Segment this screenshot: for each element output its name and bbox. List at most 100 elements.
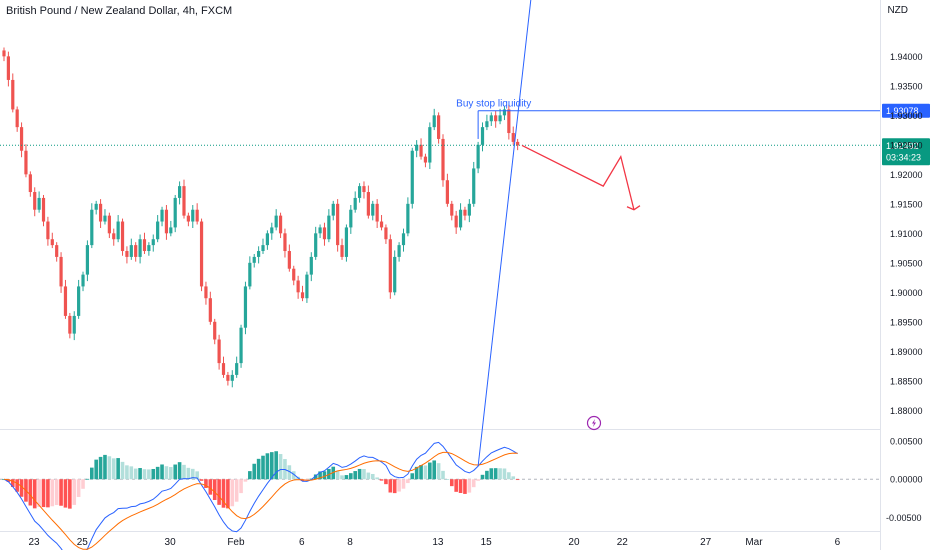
candle[interactable]: [85, 240, 90, 282]
candle[interactable]: [432, 108, 436, 131]
candle[interactable]: [257, 246, 261, 264]
candle[interactable]: [305, 271, 309, 303]
candle[interactable]: [98, 199, 103, 229]
candle[interactable]: [283, 228, 287, 258]
candle[interactable]: [415, 140, 419, 158]
candle[interactable]: [112, 228, 116, 246]
candle[interactable]: [63, 279, 68, 319]
candle[interactable]: [502, 106, 507, 121]
candle[interactable]: [252, 253, 256, 268]
candle[interactable]: [90, 203, 94, 249]
candle[interactable]: [437, 112, 441, 144]
candle[interactable]: [46, 216, 50, 246]
candle[interactable]: [397, 242, 401, 262]
candle[interactable]: [353, 191, 357, 213]
candle[interactable]: [454, 210, 458, 234]
candle[interactable]: [33, 187, 37, 217]
candle[interactable]: [388, 234, 392, 299]
candle[interactable]: [423, 153, 428, 168]
candle[interactable]: [441, 134, 445, 187]
candle[interactable]: [169, 220, 173, 237]
candle[interactable]: [103, 209, 107, 225]
candle[interactable]: [186, 212, 190, 227]
candle[interactable]: [300, 285, 305, 302]
candle[interactable]: [243, 281, 248, 335]
candle[interactable]: [41, 194, 46, 227]
candle[interactable]: [516, 138, 520, 151]
candle[interactable]: [24, 144, 28, 178]
candle[interactable]: [199, 218, 204, 292]
candle[interactable]: [116, 215, 120, 243]
candle[interactable]: [485, 114, 489, 131]
candle[interactable]: [182, 179, 186, 219]
candle[interactable]: [327, 209, 331, 243]
candle[interactable]: [498, 108, 502, 125]
candle[interactable]: [213, 318, 217, 345]
candle[interactable]: [309, 252, 313, 282]
candle[interactable]: [480, 122, 485, 152]
candle[interactable]: [178, 181, 182, 205]
candle[interactable]: [357, 183, 362, 203]
candle[interactable]: [191, 205, 195, 229]
candle[interactable]: [322, 222, 327, 246]
candle[interactable]: [511, 126, 515, 145]
candle[interactable]: [393, 250, 397, 296]
candle[interactable]: [265, 230, 269, 250]
candle[interactable]: [217, 334, 221, 370]
candle[interactable]: [221, 356, 226, 378]
candle[interactable]: [450, 200, 454, 221]
candle[interactable]: [379, 215, 384, 231]
projection-arrow[interactable]: [521, 144, 635, 210]
candle[interactable]: [6, 51, 10, 87]
candle[interactable]: [292, 265, 296, 286]
macd-line[interactable]: [3, 441, 518, 550]
candle[interactable]: [239, 324, 243, 368]
candle[interactable]: [107, 212, 111, 239]
candle[interactable]: [2, 47, 6, 62]
candle[interactable]: [173, 194, 177, 233]
candle[interactable]: [344, 224, 349, 262]
candle[interactable]: [94, 200, 98, 215]
candle[interactable]: [72, 311, 76, 341]
candle[interactable]: [507, 104, 511, 140]
candle[interactable]: [138, 234, 142, 264]
candle[interactable]: [125, 246, 129, 264]
candle[interactable]: [371, 200, 375, 221]
candle[interactable]: [248, 256, 252, 290]
candle[interactable]: [467, 199, 471, 223]
candle[interactable]: [314, 226, 318, 260]
candle[interactable]: [458, 203, 463, 231]
candle[interactable]: [226, 371, 230, 386]
candle[interactable]: [11, 73, 15, 113]
candle[interactable]: [50, 232, 54, 249]
candle[interactable]: [147, 242, 151, 256]
candle[interactable]: [68, 312, 72, 339]
candle[interactable]: [134, 242, 138, 262]
macd-divergence-line[interactable]: [477, 0, 532, 467]
candle[interactable]: [349, 205, 353, 234]
candle[interactable]: [19, 122, 24, 158]
candle[interactable]: [445, 173, 449, 207]
candle[interactable]: [261, 238, 265, 254]
candle[interactable]: [15, 106, 19, 132]
candle[interactable]: [142, 232, 147, 254]
candle[interactable]: [204, 281, 208, 305]
candle[interactable]: [384, 224, 388, 244]
candle[interactable]: [287, 244, 291, 272]
candle[interactable]: [55, 242, 59, 262]
candle[interactable]: [375, 199, 379, 229]
candle[interactable]: [270, 222, 274, 240]
candle[interactable]: [195, 203, 199, 225]
candle[interactable]: [410, 147, 414, 209]
candle[interactable]: [336, 199, 340, 252]
candle[interactable]: [230, 370, 234, 388]
candle[interactable]: [77, 279, 81, 319]
candle[interactable]: [406, 197, 410, 237]
candle[interactable]: [59, 252, 63, 293]
candle[interactable]: [156, 215, 160, 243]
candle[interactable]: [278, 212, 283, 239]
candle[interactable]: [419, 138, 423, 160]
lightning-icon[interactable]: [586, 415, 602, 431]
candle[interactable]: [37, 191, 41, 213]
